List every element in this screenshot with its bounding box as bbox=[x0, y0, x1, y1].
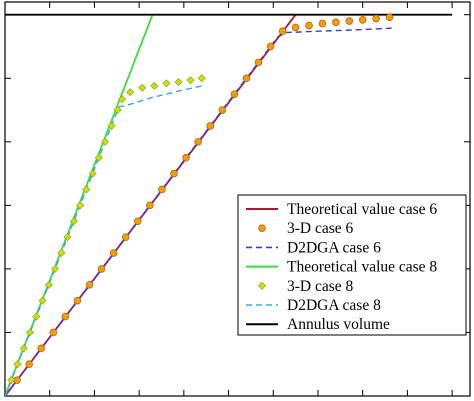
3-d-case-6-point bbox=[318, 19, 327, 28]
3-d-case-6-point bbox=[254, 58, 263, 67]
3-d-case-6-point bbox=[358, 15, 367, 24]
3-d-case-8-point bbox=[197, 74, 206, 83]
3-d-case-6-point bbox=[182, 153, 190, 162]
3-d-case-8-point bbox=[44, 280, 53, 289]
3-d-case-6-point bbox=[194, 138, 202, 146]
legend-label-d2dga-case-6: D2DGA case 6 bbox=[287, 239, 381, 256]
3-d-case-6-point bbox=[109, 249, 118, 257]
3-d-case-8-point bbox=[88, 169, 97, 178]
3-d-case-6-point bbox=[242, 74, 251, 83]
3-d-case-6-point bbox=[305, 21, 313, 30]
3-d-case-8-point bbox=[57, 248, 66, 258]
3-d-case-6-point bbox=[133, 217, 142, 226]
3-d-case-6-point bbox=[85, 280, 94, 289]
3-d-case-8-point bbox=[69, 217, 78, 226]
3-d-case-6-point bbox=[332, 18, 340, 27]
3-d-case-6-point bbox=[158, 185, 166, 194]
3-d-case-8-point bbox=[7, 376, 16, 385]
3-d-case-6-point bbox=[49, 328, 58, 337]
3-d-case-8-point bbox=[101, 137, 110, 146]
3-d-case-6-point bbox=[385, 13, 394, 22]
legend: Theoretical value case 6 3-D case 6 D2DGA … bbox=[237, 194, 467, 336]
legend-label-3-d-case-6: 3-D case 6 bbox=[287, 220, 354, 237]
3-d-case-8-point bbox=[162, 79, 171, 88]
3-d-case-8-point bbox=[51, 264, 60, 273]
3-d-case-8-point bbox=[138, 83, 147, 92]
legend-label-3-d-case-8: 3-D case 8 bbox=[287, 278, 354, 295]
3-d-case-8-point bbox=[150, 81, 159, 90]
3-d-case-6-point bbox=[37, 344, 46, 353]
3-d-case-8-point bbox=[118, 95, 127, 104]
3-d-case-8-point bbox=[82, 185, 91, 194]
3-d-case-6-point bbox=[61, 312, 70, 321]
3-d-case-8-point bbox=[19, 344, 28, 353]
3-d-case-8-point bbox=[32, 312, 41, 321]
legend-swatch-3-d-case-8 bbox=[257, 281, 267, 290]
legend-label-annulus-volume: Annulus volume bbox=[287, 316, 390, 333]
axes bbox=[4, 1, 471, 397]
3-d-case-8-point bbox=[107, 121, 116, 130]
plot-frame bbox=[4, 1, 471, 397]
legend-label-d2dga-case-8: D2DGA case 8 bbox=[287, 297, 381, 314]
3-d-case-8-point bbox=[126, 88, 135, 97]
3-d-case-6-point bbox=[25, 360, 33, 369]
legend-label-theoretical-value-case-6: Theoretical value case 6 bbox=[287, 201, 437, 218]
3-d-case-8-point bbox=[38, 296, 47, 305]
3-d-case-6-point bbox=[146, 201, 154, 210]
3-d-case-8-point bbox=[113, 106, 122, 115]
3-d-case-8-point bbox=[94, 153, 103, 162]
series-markers bbox=[7, 13, 394, 385]
3-d-case-6-point bbox=[291, 23, 300, 32]
3-d-case-8-point bbox=[186, 76, 195, 85]
3-d-case-8-point bbox=[174, 78, 183, 87]
legend-swatch-3-d-case-6 bbox=[258, 224, 266, 233]
3-d-case-6-point bbox=[266, 42, 275, 51]
d2dga-case-6-line bbox=[5, 27, 395, 396]
3-d-case-6-point bbox=[206, 122, 215, 130]
legend-box bbox=[237, 194, 467, 336]
3-d-case-6-point bbox=[121, 233, 130, 241]
3-d-case-6-point bbox=[73, 296, 82, 305]
3-d-case-8-point bbox=[13, 360, 22, 369]
3-d-case-6-point bbox=[230, 90, 239, 98]
3-d-case-6-point bbox=[218, 106, 227, 114]
3-d-case-6-point bbox=[170, 169, 178, 178]
3-d-case-8-point bbox=[76, 201, 85, 210]
3-d-case-6-point bbox=[97, 265, 106, 273]
3-d-case-6-point bbox=[278, 27, 287, 36]
3-d-case-8-point bbox=[63, 233, 72, 242]
legend-label-theoretical-value-case-8: Theoretical value case 8 bbox=[287, 259, 437, 276]
3-d-case-6-point bbox=[345, 17, 354, 25]
3-d-case-8-point bbox=[26, 328, 35, 337]
3-d-case-6-point bbox=[372, 14, 380, 23]
